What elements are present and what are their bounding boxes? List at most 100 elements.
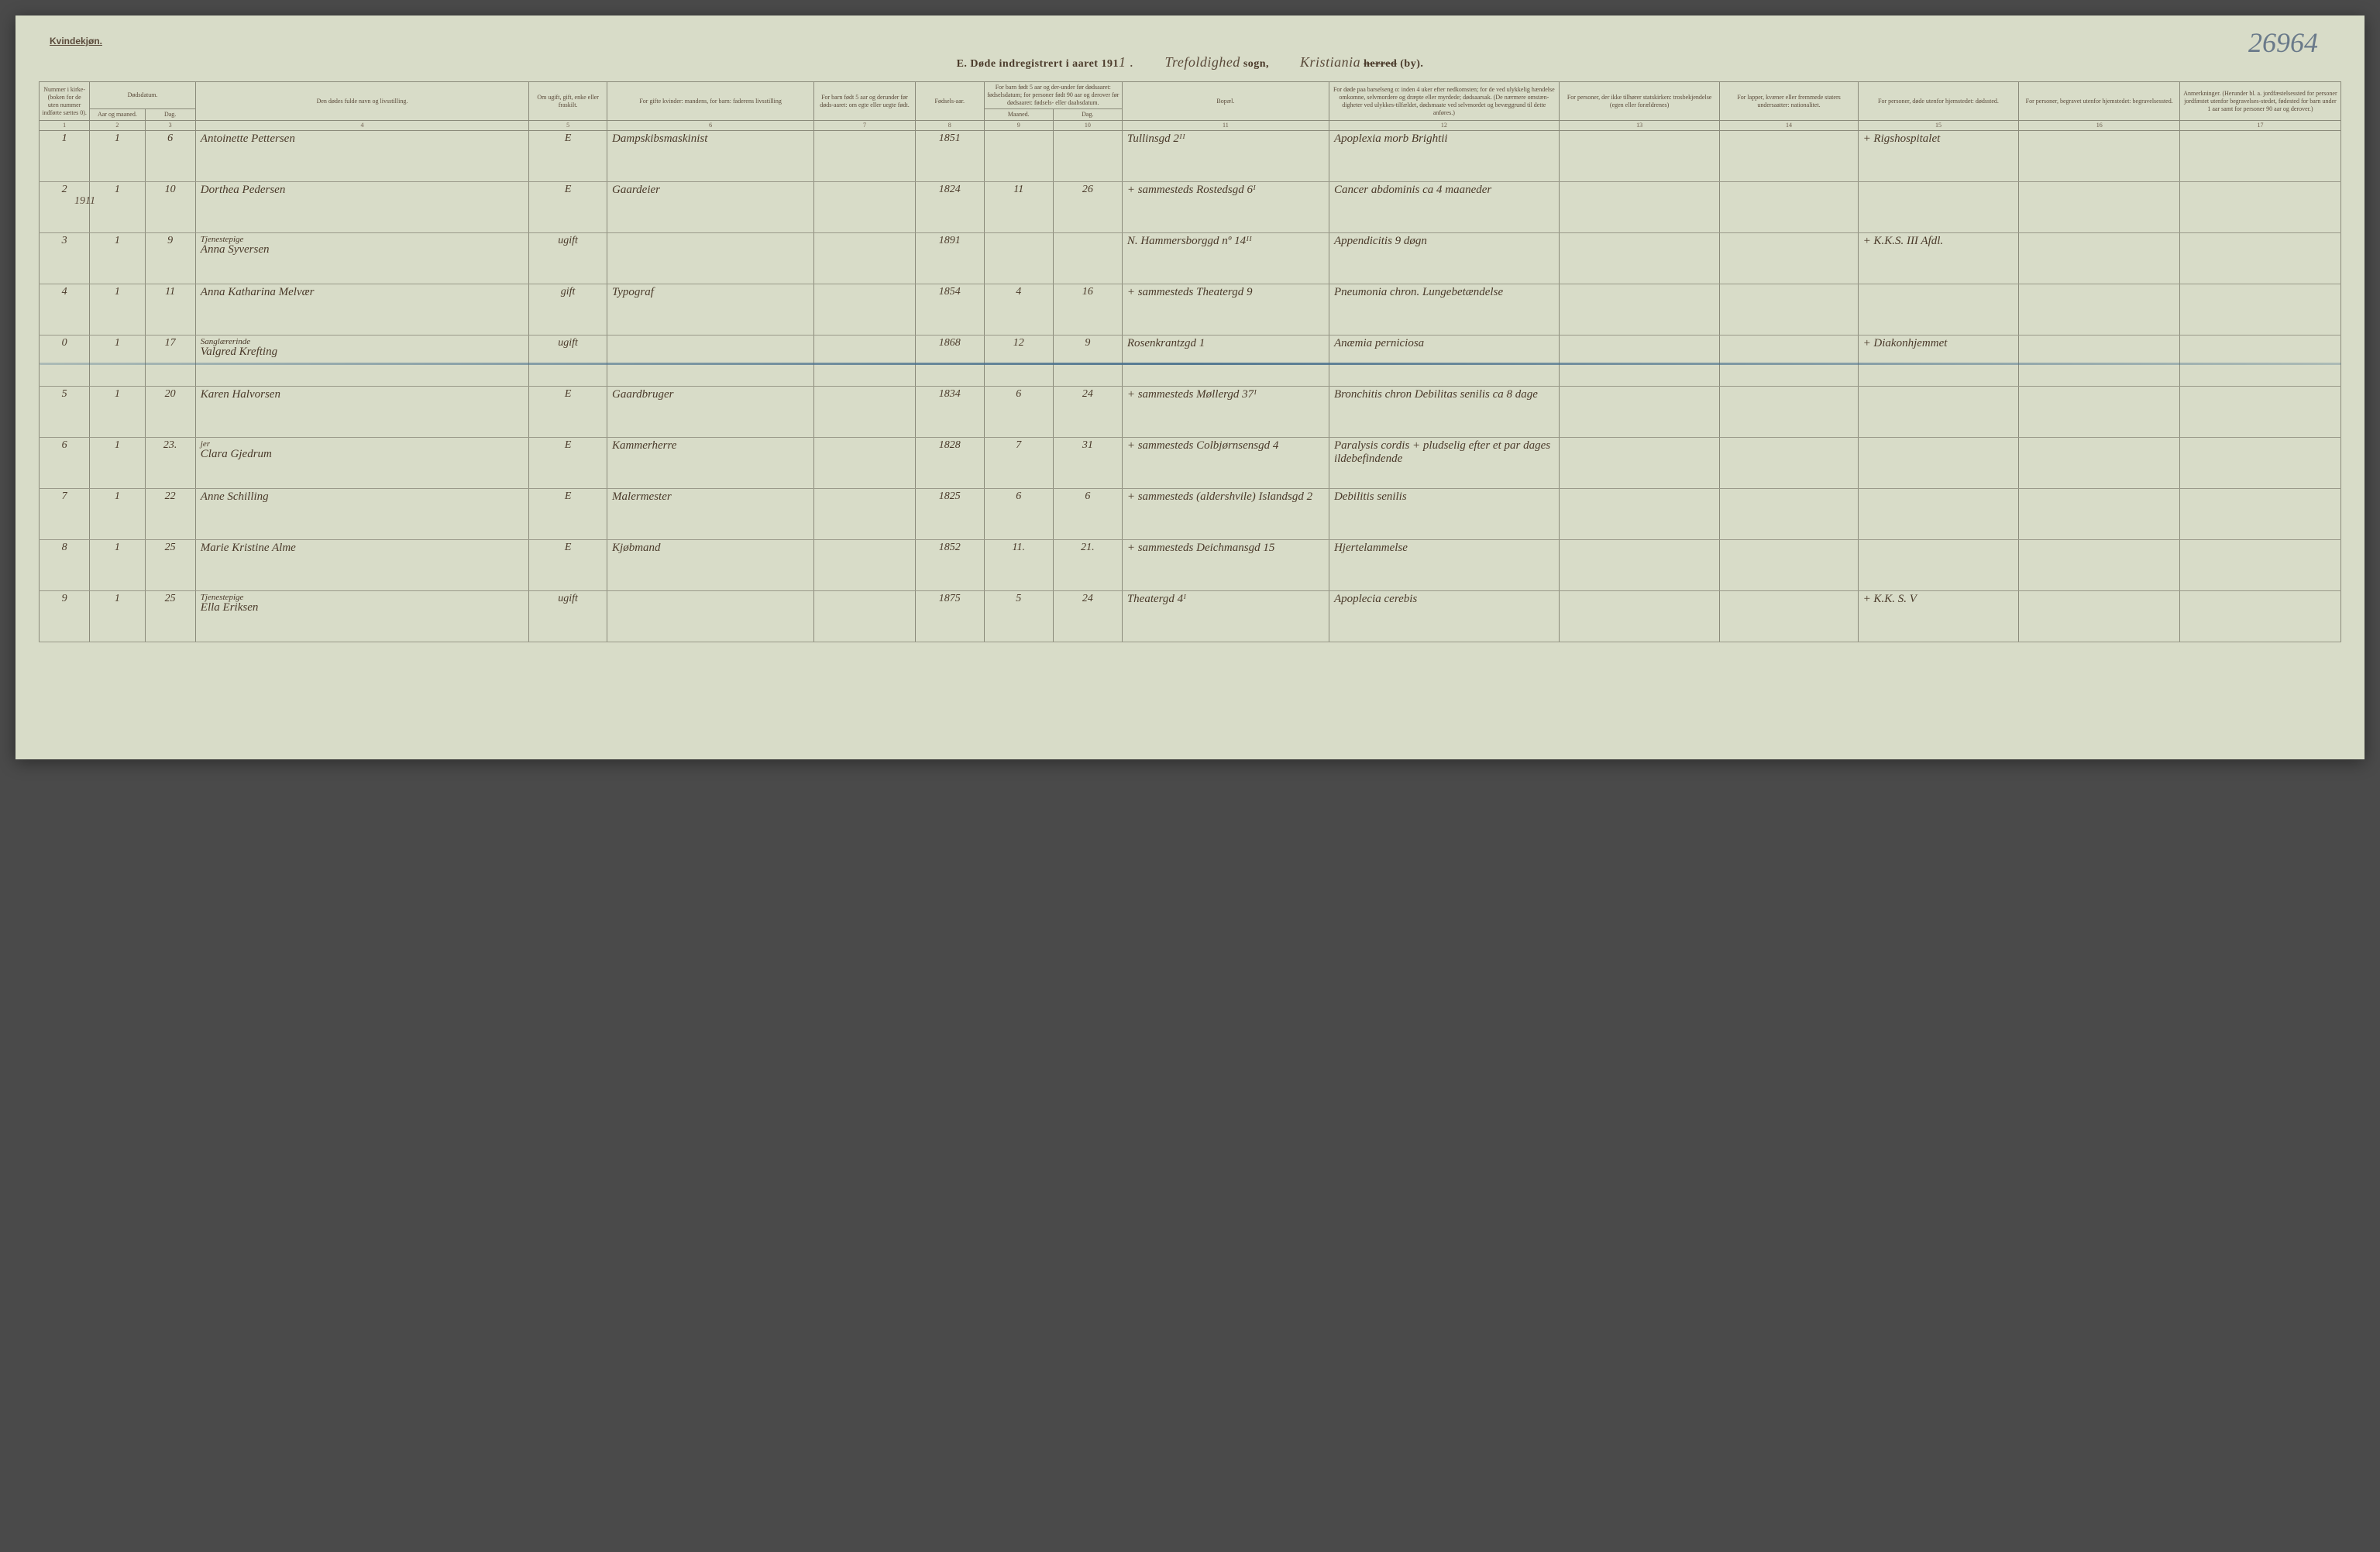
cell-day: 25	[145, 540, 195, 591]
cell-status: E	[529, 387, 607, 438]
cell-cause: Hjertelammelse	[1329, 540, 1559, 591]
cell-occupation: Kammerherre	[607, 438, 814, 489]
colnum: 13	[1559, 121, 1720, 131]
cell-month: 1	[90, 233, 145, 284]
cell-residence: + sammesteds Theatergd 9	[1122, 284, 1329, 336]
cell-status: E	[529, 489, 607, 540]
cell-legitimacy	[814, 336, 916, 387]
cell-status: ugift	[529, 233, 607, 284]
cell-day: 17	[145, 336, 195, 387]
colnum: 4	[195, 121, 528, 131]
cell-faith	[1559, 540, 1720, 591]
cell-burialplace	[2019, 489, 2180, 540]
cell-remarks	[2180, 438, 2341, 489]
cell-month: 1	[90, 182, 145, 233]
cell-number: 7	[40, 489, 90, 540]
cell-day: 20	[145, 387, 195, 438]
cell-birthyear: 1868	[915, 336, 984, 387]
cell-birthday: 6	[1053, 489, 1122, 540]
col-4-header: Den dødes fulde navn og livsstilling.	[195, 82, 528, 121]
cell-nationality	[1720, 540, 1858, 591]
cell-legitimacy	[814, 284, 916, 336]
cell-status: E	[529, 540, 607, 591]
table-row: 0117SanglærerindeValgred Kreftingugift18…	[40, 336, 2341, 387]
cell-name: Anna Katharina Melvær	[195, 284, 528, 336]
cell-birthmonth: 6	[984, 387, 1053, 438]
cell-cause: Apoplecia cerebis	[1329, 591, 1559, 642]
cell-birthday: 24	[1053, 387, 1122, 438]
cell-birthyear: 1828	[915, 438, 984, 489]
col-14-header: For lapper, kvæner eller fremmede stater…	[1720, 82, 1858, 121]
cell-day: 9	[145, 233, 195, 284]
cell-occupation: Kjøbmand	[607, 540, 814, 591]
cell-residence: + sammesteds Colbjørnsensgd 4	[1122, 438, 1329, 489]
cell-residence: + sammesteds (aldershvile) Islandsgd 2	[1122, 489, 1329, 540]
cell-nationality	[1720, 131, 1858, 182]
cell-nationality	[1720, 336, 1858, 387]
cell-birthyear: 1891	[915, 233, 984, 284]
cell-faith	[1559, 336, 1720, 387]
sogn-name: Trefoldighed	[1164, 54, 1240, 70]
cell-cause: Debilitis senilis	[1329, 489, 1559, 540]
cell-name: SanglærerindeValgred Krefting	[195, 336, 528, 387]
cell-birthyear: 1854	[915, 284, 984, 336]
cell-remarks	[2180, 182, 2341, 233]
cell-status: E	[529, 438, 607, 489]
cell-month: 1	[90, 591, 145, 642]
register-page: Kvindekjøn. 26964 E. Døde indregistrert …	[15, 15, 2365, 759]
cell-legitimacy	[814, 438, 916, 489]
cell-residence: Tullinsgd 2ᴵᴵ	[1122, 131, 1329, 182]
cell-status: ugift	[529, 336, 607, 387]
cell-name: Marie Kristine Alme	[195, 540, 528, 591]
cell-deathplace: + Rigshospitalet	[1858, 131, 2019, 182]
table-body: 116Antoinette PettersenEDampskibsmaskini…	[40, 131, 2341, 642]
cell-name: Dorthea Pedersen	[195, 182, 528, 233]
gender-heading: Kvindekjøn.	[50, 36, 102, 46]
cell-faith	[1559, 131, 1720, 182]
cell-faith	[1559, 284, 1720, 336]
table-header: Nummer i kirke-(boken for de uten nummer…	[40, 82, 2341, 131]
cell-number: 9	[40, 591, 90, 642]
colnum: 16	[2019, 121, 2180, 131]
cell-nationality	[1720, 233, 1858, 284]
cell-nationality	[1720, 591, 1858, 642]
cell-month: 1	[90, 438, 145, 489]
table-row: 4111Anna Katharina MelværgiftTypograf185…	[40, 284, 2341, 336]
cell-birthmonth: 4	[984, 284, 1053, 336]
colnum: 10	[1053, 121, 1122, 131]
cell-nationality	[1720, 489, 1858, 540]
cell-number: 6	[40, 438, 90, 489]
cell-legitimacy	[814, 489, 916, 540]
cell-birthmonth: 11.	[984, 540, 1053, 591]
by-label: (by).	[1400, 58, 1423, 70]
cell-cause: Bronchitis chron Debilitas senilis ca 8 …	[1329, 387, 1559, 438]
cell-nationality	[1720, 387, 1858, 438]
cell-remarks	[2180, 387, 2341, 438]
col-9-10-header-top: For barn født 5 aar og der-under før død…	[984, 82, 1122, 109]
colnum: 17	[2180, 121, 2341, 131]
table-row: 2110Dorthea PedersenEGaardeier18241126+ …	[40, 182, 2341, 233]
cell-birthyear: 1851	[915, 131, 984, 182]
cell-faith	[1559, 182, 1720, 233]
cell-faith	[1559, 591, 1720, 642]
cell-burialplace	[2019, 284, 2180, 336]
cell-occupation: Gaardbruger	[607, 387, 814, 438]
colnum: 6	[607, 121, 814, 131]
title-prefix: E. Døde indregistrert i aaret 191	[957, 58, 1119, 70]
colnum: 9	[984, 121, 1053, 131]
cell-legitimacy	[814, 131, 916, 182]
cell-faith	[1559, 233, 1720, 284]
cell-day: 10	[145, 182, 195, 233]
cell-deathplace: + K.K. S. V	[1858, 591, 2019, 642]
table-row: 8125Marie Kristine AlmeEKjøbmand185211.2…	[40, 540, 2341, 591]
table-row: 9125TjenestepigeElla Eriksenugift1875524…	[40, 591, 2341, 642]
cell-occupation: Dampskibsmaskinist	[607, 131, 814, 182]
table-row: 5120Karen HalvorsenEGaardbruger1834624+ …	[40, 387, 2341, 438]
cell-birthmonth: 7	[984, 438, 1053, 489]
cell-residence: N. Hammersborggd nº 14ᴵᴵ	[1122, 233, 1329, 284]
cell-birthday: 31	[1053, 438, 1122, 489]
cell-residence: + sammesteds Deichmansgd 15	[1122, 540, 1329, 591]
col-8-header: Fødsels-aar.	[915, 82, 984, 121]
cell-day: 22	[145, 489, 195, 540]
col-11-header: Bopæl.	[1122, 82, 1329, 121]
